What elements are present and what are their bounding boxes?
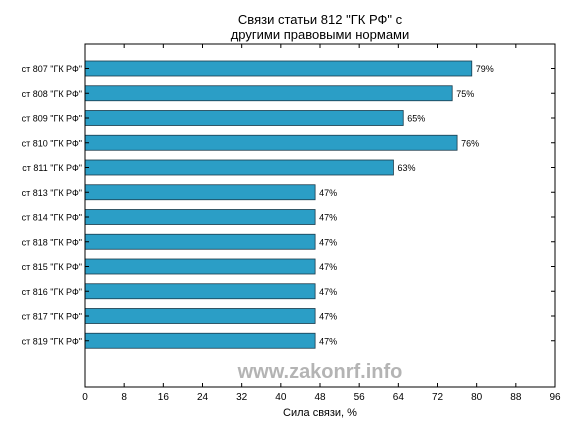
bar	[84, 85, 453, 102]
x-tick-label: 0	[82, 392, 88, 403]
bar-value-label: 76%	[461, 138, 479, 148]
x-tick-label: 40	[275, 392, 287, 403]
y-tick-label: ст 817 "ГК РФ"	[22, 312, 82, 322]
bar	[84, 134, 458, 151]
x-tick-label: 64	[393, 392, 405, 403]
bar	[84, 258, 316, 275]
x-tick-label: 16	[158, 392, 170, 403]
bar-value-label: 47%	[319, 188, 337, 198]
bar	[84, 233, 316, 250]
bar	[84, 110, 404, 126]
x-tick-label: 80	[471, 392, 483, 403]
x-tick-label: 8	[121, 392, 127, 403]
x-tick-label: 56	[354, 392, 366, 403]
bar	[84, 184, 316, 201]
bar-value-label: 47%	[319, 336, 337, 346]
x-tick-label: 72	[432, 392, 444, 403]
bar-value-label: 47%	[319, 287, 337, 297]
bars-layer: 79% 75% 65% 76% 63% 47% 47% 47% 47% 47% 47% 47%	[84, 60, 494, 349]
bar	[84, 332, 316, 349]
x-tick-label: 48	[314, 392, 326, 403]
bar-value-label: 47%	[319, 237, 337, 247]
bar-value-label: 47%	[319, 213, 337, 223]
chart-title-line1: Связи статьи 812 "ГК РФ" с	[238, 12, 403, 27]
chart-title-line2: другими правовыми нормами	[231, 27, 410, 42]
x-tick-label: 88	[510, 392, 522, 403]
bar-value-label: 79%	[476, 64, 494, 74]
x-axis-label: Сила связи, %	[283, 407, 357, 419]
bar	[84, 209, 316, 225]
y-tick-label: ст 815 "ГК РФ"	[22, 262, 82, 272]
x-tick-label: 24	[197, 392, 209, 403]
bar-value-label: 63%	[397, 163, 415, 173]
bar-value-label: 65%	[407, 114, 425, 124]
bar-value-label: 47%	[319, 312, 337, 322]
x-axis-ticks: 0 8 16 24 32 40 48 56 64 72 80 88 96	[82, 44, 561, 403]
bar	[84, 159, 394, 176]
y-tick-label: ст 811 "ГК РФ"	[22, 163, 82, 173]
bar-value-label: 75%	[456, 89, 474, 99]
y-tick-label: ст 813 "ГК РФ"	[22, 188, 82, 198]
y-tick-labels: ст 807 "ГК РФ" ст 808 "ГК РФ" ст 809 "ГК Р…	[22, 64, 555, 346]
y-tick-label: ст 807 "ГК РФ"	[22, 64, 82, 74]
y-tick-label: ст 810 "ГК РФ"	[22, 138, 82, 148]
watermark: www.zakonrf.info	[237, 361, 403, 383]
bar	[84, 308, 316, 324]
bar	[84, 283, 316, 300]
y-tick-label: ст 816 "ГК РФ"	[22, 287, 82, 297]
y-tick-label: ст 818 "ГК РФ"	[22, 237, 82, 247]
x-tick-label: 32	[236, 392, 248, 403]
bar-value-label: 47%	[319, 262, 337, 272]
x-tick-label: 96	[549, 392, 561, 403]
y-tick-label: ст 808 "ГК РФ"	[22, 89, 82, 99]
y-tick-label: ст 809 "ГК РФ"	[22, 114, 82, 124]
bar	[84, 60, 473, 77]
y-tick-label: ст 814 "ГК РФ"	[22, 213, 82, 223]
y-tick-label: ст 819 "ГК РФ"	[22, 336, 82, 346]
